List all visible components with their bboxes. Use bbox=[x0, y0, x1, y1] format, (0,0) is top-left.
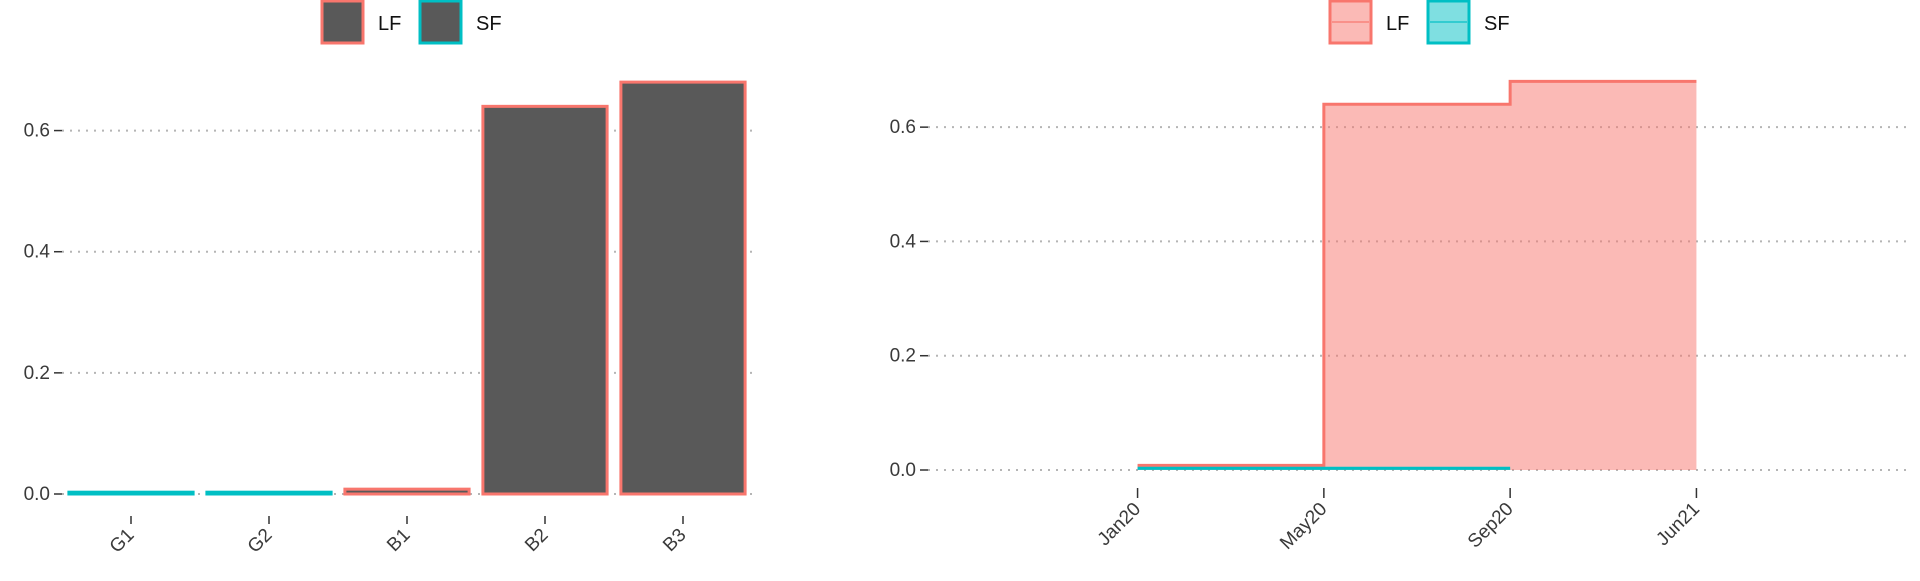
x-tick-label: Jun21 bbox=[1653, 499, 1704, 550]
x-tick-label: B1 bbox=[383, 525, 414, 556]
x-tick-label: Jan20 bbox=[1094, 499, 1145, 550]
y-tick-label: 0.0 bbox=[890, 460, 916, 481]
y-tick-label: 0.2 bbox=[890, 346, 916, 367]
y-tick-label: 0.4 bbox=[890, 231, 917, 252]
bar-chart: 0.0 0.2 0.4 0.6 G1 G2 B1 B2 B3 LF SF bbox=[24, 0, 752, 558]
legend-label-SF: SF bbox=[1484, 13, 1510, 35]
area-line-LF bbox=[1137, 79, 1697, 467]
y-tick-label: 0.4 bbox=[24, 242, 51, 263]
x-tick-label: B3 bbox=[659, 525, 690, 556]
legend-label-LF: LF bbox=[1386, 13, 1409, 35]
y-tick-label: 0.0 bbox=[24, 484, 50, 505]
y-tick-label: 0.6 bbox=[24, 121, 50, 142]
area-legend: LF SF bbox=[1328, 0, 1510, 45]
x-tick-label: G1 bbox=[106, 525, 139, 558]
x-tick-label: May20 bbox=[1276, 499, 1331, 554]
legend-label-SF: SF bbox=[476, 13, 502, 35]
bar-B1 bbox=[343, 487, 471, 496]
x-tick-label: G2 bbox=[244, 525, 277, 558]
area-chart: 0.0 0.2 0.4 0.6 Jan20 May20 Sep20 Jun21 LF SF bbox=[890, 0, 1906, 554]
y-tick-label: 0.6 bbox=[890, 117, 916, 138]
bar-B2 bbox=[481, 104, 609, 496]
bar-legend: LF SF bbox=[320, 0, 502, 45]
y-tick-label: 0.2 bbox=[24, 363, 50, 384]
bar-G1 bbox=[67, 490, 195, 496]
legend-key-SF bbox=[418, 0, 463, 45]
x-tick-label: Sep20 bbox=[1464, 499, 1518, 553]
bar-G2 bbox=[205, 490, 333, 496]
legend-label-LF: LF bbox=[378, 13, 401, 35]
legend-key-LF bbox=[320, 0, 365, 45]
bar-B3 bbox=[619, 80, 747, 496]
x-tick-label: B2 bbox=[521, 525, 552, 556]
area-LF bbox=[1137, 81, 1697, 470]
